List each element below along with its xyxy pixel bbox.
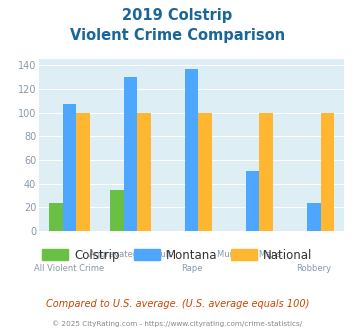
Text: 2019 Colstrip: 2019 Colstrip (122, 8, 233, 23)
Bar (321, 113, 334, 231)
Bar (49, 203, 63, 231)
Text: Murder & Mans...: Murder & Mans... (217, 250, 289, 259)
Bar (307, 203, 321, 231)
Text: © 2025 CityRating.com - https://www.cityrating.com/crime-statistics/: © 2025 CityRating.com - https://www.city… (53, 321, 302, 327)
Bar (185, 69, 198, 231)
Bar (137, 113, 151, 231)
Text: Aggravated Assault: Aggravated Assault (89, 250, 172, 259)
Bar (124, 77, 137, 231)
Bar (198, 113, 212, 231)
Text: Compared to U.S. average. (U.S. average equals 100): Compared to U.S. average. (U.S. average … (46, 299, 309, 309)
Text: Rape: Rape (181, 264, 202, 273)
Bar (76, 113, 90, 231)
Legend: Colstrip, Montana, National: Colstrip, Montana, National (38, 244, 317, 266)
Bar (246, 171, 260, 231)
Bar (63, 104, 76, 231)
Text: Violent Crime Comparison: Violent Crime Comparison (70, 28, 285, 43)
Bar (110, 189, 124, 231)
Text: All Violent Crime: All Violent Crime (34, 264, 105, 273)
Text: Robbery: Robbery (296, 264, 331, 273)
Bar (260, 113, 273, 231)
